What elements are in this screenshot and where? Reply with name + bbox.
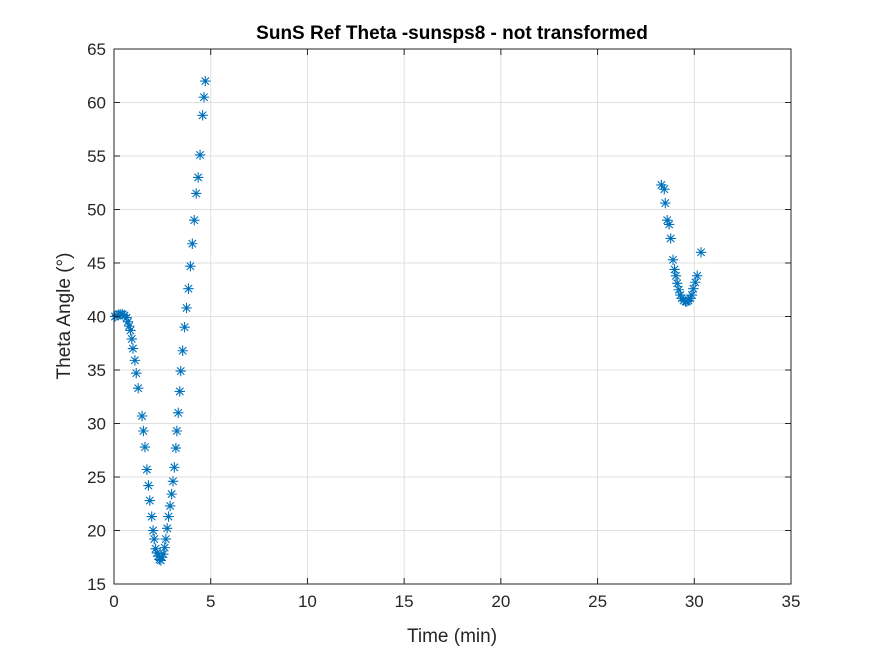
data-points bbox=[109, 75, 707, 566]
x-tick-label: 5 bbox=[206, 592, 215, 611]
chart-title: SunS Ref Theta -sunsps8 - not transforme… bbox=[256, 23, 648, 44]
data-point bbox=[179, 322, 190, 333]
data-point bbox=[141, 464, 153, 475]
data-point bbox=[131, 368, 142, 379]
y-tick-label: 20 bbox=[87, 522, 106, 541]
data-point bbox=[189, 215, 200, 226]
data-point bbox=[662, 215, 673, 226]
y-tick-label: 40 bbox=[87, 308, 106, 327]
data-point bbox=[672, 278, 683, 289]
x-tick-label: 30 bbox=[685, 592, 704, 611]
y-axis-label: Theta Angle (°) bbox=[54, 253, 75, 380]
data-point bbox=[173, 407, 184, 418]
data-point bbox=[675, 289, 686, 301]
data-point bbox=[167, 476, 179, 487]
data-point bbox=[129, 355, 141, 366]
data-point bbox=[181, 302, 192, 314]
y-tick-label: 45 bbox=[87, 254, 106, 273]
y-tick-label: 65 bbox=[87, 40, 106, 59]
data-point bbox=[144, 495, 155, 506]
data-point bbox=[174, 386, 185, 397]
data-point bbox=[171, 425, 183, 437]
data-point bbox=[159, 542, 170, 553]
data-point bbox=[670, 270, 682, 282]
x-tick-label: 15 bbox=[395, 592, 414, 611]
data-point bbox=[185, 261, 196, 272]
data-point bbox=[126, 333, 137, 345]
data-point bbox=[111, 310, 123, 321]
y-tick-labels: 15 20 25 30 35 40 45 50 55 60 65 bbox=[87, 40, 106, 594]
data-point bbox=[152, 550, 164, 562]
x-tick-label: 20 bbox=[491, 592, 510, 611]
data-point bbox=[684, 293, 696, 304]
data-point bbox=[158, 548, 169, 560]
y-tick-label: 50 bbox=[87, 201, 106, 220]
x-axis-label: Time (min) bbox=[407, 626, 497, 647]
data-point bbox=[122, 316, 134, 328]
data-point bbox=[197, 110, 208, 121]
y-tick-label: 60 bbox=[87, 94, 106, 113]
x-tick-labels: 0 5 10 15 20 25 30 35 bbox=[109, 592, 800, 611]
data-point bbox=[127, 343, 139, 354]
y-tick-label: 35 bbox=[87, 361, 106, 380]
data-point bbox=[192, 172, 204, 183]
data-point bbox=[156, 552, 168, 563]
data-point bbox=[163, 511, 174, 522]
data-point bbox=[146, 511, 157, 522]
tick-marks bbox=[113, 48, 792, 585]
x-tick-label: 25 bbox=[588, 592, 607, 611]
data-point bbox=[686, 289, 698, 301]
data-point bbox=[695, 247, 707, 258]
data-point bbox=[143, 480, 154, 491]
data-point bbox=[691, 270, 703, 282]
data-point bbox=[198, 91, 210, 103]
data-point bbox=[149, 533, 160, 545]
data-point bbox=[125, 325, 136, 336]
data-point bbox=[659, 183, 670, 195]
x-tick-label: 10 bbox=[298, 592, 317, 611]
data-point bbox=[151, 547, 163, 559]
data-point bbox=[665, 233, 676, 244]
data-point bbox=[194, 149, 206, 161]
data-point bbox=[161, 523, 173, 534]
data-point bbox=[200, 75, 211, 87]
y-tick-label: 55 bbox=[87, 147, 106, 166]
data-point bbox=[187, 238, 198, 249]
data-point bbox=[170, 442, 182, 454]
data-point bbox=[160, 533, 172, 545]
y-tick-label: 25 bbox=[87, 468, 106, 487]
data-point bbox=[177, 345, 188, 356]
data-point bbox=[690, 277, 701, 288]
data-point bbox=[139, 441, 151, 453]
y-tick-label: 30 bbox=[87, 415, 106, 434]
x-tick-label: 35 bbox=[782, 592, 801, 611]
data-point bbox=[673, 284, 685, 295]
data-point bbox=[669, 264, 680, 275]
data-point bbox=[663, 219, 675, 230]
data-point bbox=[688, 283, 699, 294]
data-point bbox=[166, 488, 177, 500]
data-point bbox=[147, 525, 159, 536]
data-point bbox=[138, 425, 149, 437]
data-point bbox=[123, 320, 135, 332]
data-point bbox=[155, 555, 167, 566]
data-point bbox=[191, 188, 202, 199]
data-point bbox=[136, 410, 148, 422]
data-point bbox=[121, 312, 132, 323]
data-point bbox=[132, 382, 144, 394]
x-tick-label: 0 bbox=[109, 592, 118, 611]
data-point bbox=[667, 254, 679, 265]
data-point bbox=[164, 500, 176, 512]
y-tick-label: 15 bbox=[87, 575, 106, 594]
data-point bbox=[150, 543, 161, 554]
data-point bbox=[183, 283, 194, 294]
data-point bbox=[660, 197, 671, 209]
data-point bbox=[175, 365, 186, 377]
data-point bbox=[169, 462, 180, 473]
data-point bbox=[656, 179, 667, 191]
